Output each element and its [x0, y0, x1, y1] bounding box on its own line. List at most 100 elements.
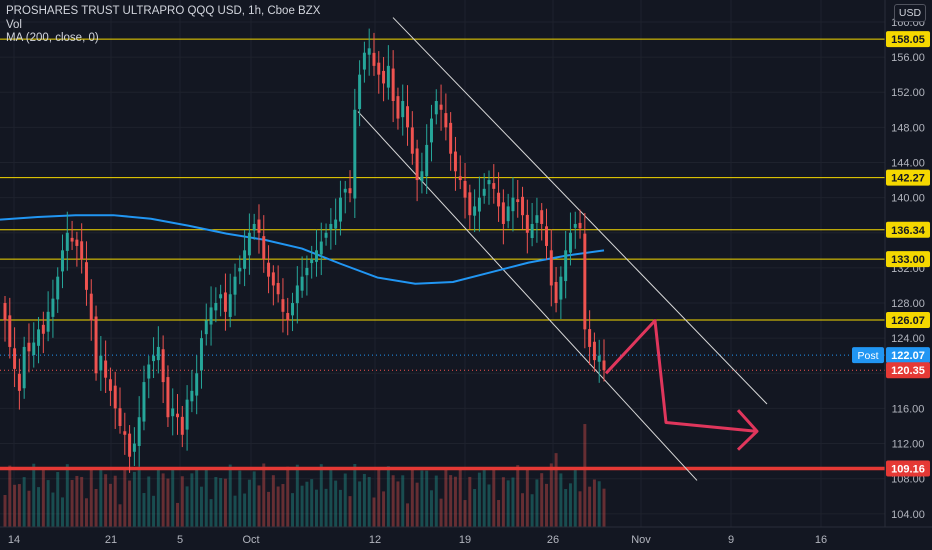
- candle-body: [84, 262, 88, 290]
- level-price-label: 126.07: [891, 315, 925, 327]
- symbol-title[interactable]: PROSHARES TRUST ULTRAPRO QQQ USD, 1h, Cb…: [6, 5, 321, 17]
- time-axis[interactable]: 14 21 Oct 5 12 19 26 Nov 9 16: [0, 526, 932, 550]
- volume-bar: [487, 484, 491, 527]
- price-tick-label: 128.00: [891, 298, 925, 310]
- volume-bar: [65, 464, 69, 527]
- candle-body: [257, 219, 261, 233]
- candle-body: [171, 408, 175, 417]
- level-price-label: 158.05: [891, 34, 925, 46]
- volume-bar: [545, 483, 548, 527]
- candle-body: [267, 262, 271, 277]
- ma-indicator-label[interactable]: MA (200, close, 0): [6, 32, 99, 44]
- candle-body: [396, 96, 400, 119]
- volume-bar: [453, 476, 457, 527]
- candle-body: [367, 48, 371, 55]
- volume-bar: [291, 493, 295, 527]
- candle-body: [602, 360, 606, 371]
- volume-bar: [482, 469, 486, 527]
- candle-body: [300, 276, 304, 291]
- candle-body: [535, 215, 539, 223]
- candle-body: [252, 223, 256, 231]
- level-price-label-bg: [886, 169, 930, 186]
- volume-bar: [401, 475, 405, 527]
- candle-body: [492, 183, 496, 189]
- volume-bar: [281, 484, 285, 527]
- candle-body: [410, 127, 414, 154]
- volume-bar: [497, 500, 501, 527]
- candle-body: [104, 360, 108, 378]
- candle-body: [549, 250, 553, 286]
- projection-arrow[interactable]: [604, 319, 759, 451]
- volume-bar: [180, 476, 184, 527]
- volume-bar: [214, 477, 218, 527]
- candle-body: [209, 307, 213, 325]
- horizontal-levels[interactable]: [0, 38, 885, 321]
- volume-bar: [204, 468, 208, 527]
- candle-body: [434, 101, 438, 115]
- volume-bar: [568, 483, 572, 527]
- volume-bar: [32, 463, 36, 527]
- volume-bar: [535, 479, 539, 527]
- volume-bar: [132, 471, 136, 527]
- candles[interactable]: [3, 28, 606, 473]
- time-tick-label: 19: [459, 534, 471, 546]
- volume-bar: [501, 477, 505, 527]
- candle-body: [137, 417, 141, 446]
- volume-bar: [382, 491, 386, 527]
- volume-bar: [243, 493, 247, 527]
- candle-body: [156, 346, 160, 361]
- candle-body: [592, 341, 596, 361]
- volume-indicator-label[interactable]: Vol: [6, 18, 22, 31]
- volume-bar: [152, 495, 156, 527]
- price-tick-label: 148.00: [891, 122, 925, 134]
- candle-body: [108, 379, 112, 391]
- time-tick-label: 14: [8, 534, 20, 546]
- volume-bar: [257, 485, 261, 527]
- price-axis[interactable]: 104.00108.00112.00116.00120.00124.00128.…: [884, 0, 932, 550]
- volume-bar: [228, 464, 232, 527]
- volume-bar: [51, 492, 55, 527]
- candle-body: [3, 303, 7, 321]
- candle-body: [214, 303, 218, 311]
- candle-body: [166, 377, 170, 418]
- volume-bar: [573, 467, 577, 527]
- ma-200-line: [0, 214, 605, 285]
- candle-body: [343, 188, 347, 193]
- post-tag-label: Post: [857, 350, 878, 362]
- volume-bar: [410, 468, 414, 527]
- volume-bar: [75, 475, 79, 527]
- candle-body: [473, 206, 477, 216]
- candle-body: [41, 324, 45, 334]
- volume-bar: [142, 493, 146, 527]
- candle-body: [262, 236, 266, 260]
- volume-bar: [511, 477, 515, 527]
- volume-bar: [439, 498, 443, 527]
- candle-body: [391, 68, 395, 102]
- candle-body: [597, 355, 601, 362]
- candle-body: [348, 188, 352, 194]
- volume-bar: [94, 488, 98, 527]
- candle-body: [329, 223, 333, 230]
- candle-body: [444, 113, 448, 128]
- price-tick-label: 156.00: [891, 52, 925, 64]
- candle-body: [65, 232, 69, 251]
- volume-bar: [334, 480, 338, 527]
- time-tick-label: 9: [728, 534, 734, 546]
- candle-body: [415, 148, 419, 181]
- volume-bars: [3, 424, 606, 527]
- candle-body: [190, 390, 194, 402]
- candle-body: [420, 171, 424, 182]
- volume-bar: [22, 477, 26, 527]
- volume-bar: [588, 486, 592, 527]
- currency-button[interactable]: USD: [894, 4, 926, 22]
- volume-bar: [348, 496, 352, 527]
- last-price-label: 120.35: [891, 365, 925, 377]
- volume-bar: [123, 468, 127, 527]
- candle-body: [477, 197, 481, 212]
- candle-body: [573, 223, 577, 228]
- volume-bar: [13, 484, 17, 527]
- post-price-label-bg: [886, 347, 930, 364]
